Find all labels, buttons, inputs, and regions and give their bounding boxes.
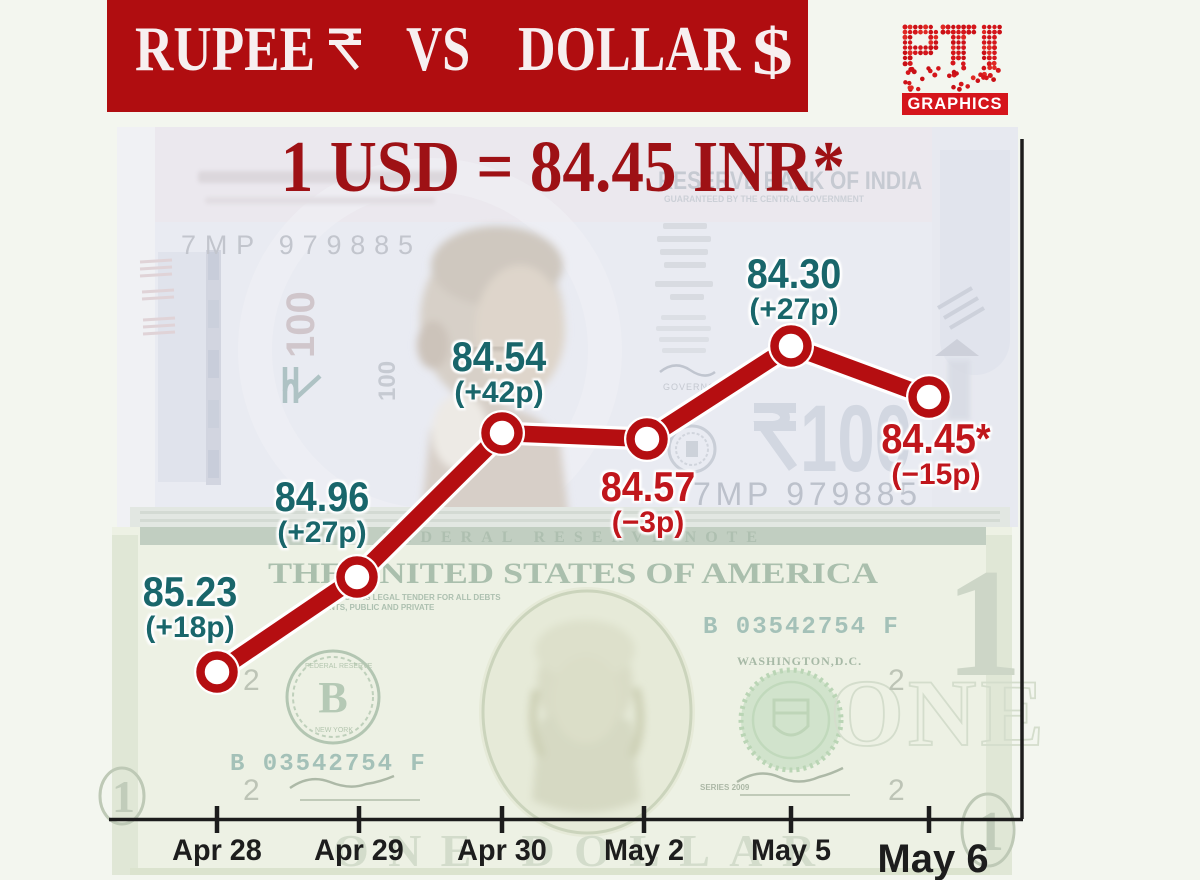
svg-text:2: 2 <box>243 664 260 697</box>
svg-text:FEDERAL RESERVE: FEDERAL RESERVE <box>305 663 373 670</box>
svg-text:B: B <box>318 673 347 722</box>
svg-text:B 03542754 F: B 03542754 F <box>230 751 427 778</box>
svg-text:100: 100 <box>279 291 323 358</box>
svg-text:ONE: ONE <box>830 660 1048 766</box>
svg-text:2: 2 <box>243 774 260 807</box>
svg-text:ONE DOLLAR: ONE DOLLAR <box>333 825 816 876</box>
svg-text:WASHINGTON,D.C.: WASHINGTON,D.C. <box>737 654 862 668</box>
svg-text:SERIES 2009: SERIES 2009 <box>700 783 750 792</box>
svg-text:GOVERNOR: GOVERNOR <box>663 382 724 392</box>
svg-text:GUARANTEED BY THE CENTRAL GOVE: GUARANTEED BY THE CENTRAL GOVERNMENT <box>664 194 864 204</box>
svg-text:1: 1 <box>976 801 1004 863</box>
svg-text:NEW YORK: NEW YORK <box>315 727 353 734</box>
svg-text:RESERVE BANK OF INDIA: RESERVE BANK OF INDIA <box>658 167 922 195</box>
svg-text:THIS NOTE IS LEGAL TENDER FOR: THIS NOTE IS LEGAL TENDER FOR ALL DEBTS <box>318 593 501 602</box>
svg-text:100: 100 <box>800 386 912 492</box>
svg-text:B 03542754 F: B 03542754 F <box>703 614 900 641</box>
svg-text:2: 2 <box>888 664 905 697</box>
svg-text:100: 100 <box>374 361 401 401</box>
svg-text:2: 2 <box>888 774 905 807</box>
svg-text:1: 1 <box>945 537 1023 709</box>
svg-text:CENTS, PUBLIC AND PRIVATE: CENTS, PUBLIC AND PRIVATE <box>318 603 435 612</box>
svg-text:1: 1 <box>112 771 135 822</box>
